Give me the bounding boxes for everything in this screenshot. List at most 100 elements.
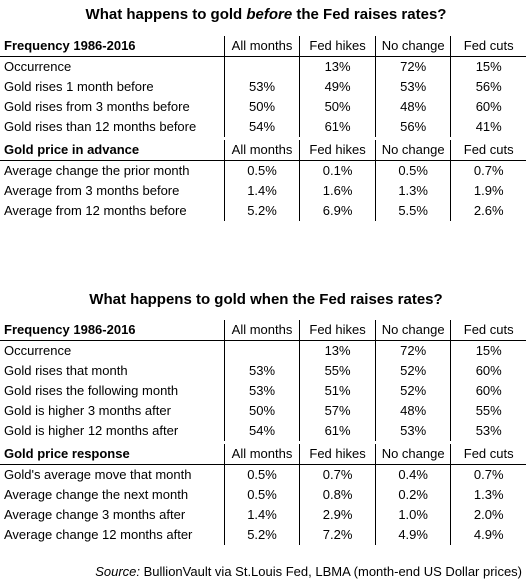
- section-header-row: Frequency 1986-2016 All months Fed hikes No…: [0, 36, 526, 57]
- table-cell: 51%: [300, 381, 376, 401]
- section-header: Gold price in advance: [0, 140, 225, 160]
- top-title-suffix: the Fed raises rates?: [292, 6, 447, 23]
- row-label: Gold rises the following month: [0, 381, 225, 401]
- table-cell: 1.3%: [473, 487, 504, 502]
- section-header: Frequency 1986-2016: [0, 320, 225, 340]
- table-cell: 7.2%: [300, 525, 376, 545]
- table-row: Average change 12 months after 5.2% 7.2% 4.…: [0, 525, 526, 545]
- top-title-prefix: What happens to gold: [85, 6, 247, 23]
- table-cell: 0.5%: [225, 465, 301, 485]
- table-cell: 4.9%: [376, 525, 452, 545]
- table-row: Gold rises than 12 months before 54% 61% 56…: [0, 117, 526, 137]
- column-header: Fed cuts: [463, 142, 514, 157]
- table-cell: 1.9%: [473, 183, 504, 198]
- row-label: Gold rises 1 month before: [0, 77, 225, 97]
- table-cell: 60%: [475, 383, 502, 398]
- row-label: Average from 12 months before: [0, 201, 225, 221]
- table-cell: 50%: [225, 401, 301, 421]
- table-cell: 15%: [475, 59, 502, 74]
- row-label: Gold's average move that month: [0, 465, 225, 485]
- table-cell: 50%: [300, 97, 376, 117]
- bottom-table-title: What happens to gold when the Fed raises…: [89, 291, 443, 308]
- table-row: Gold is higher 3 months after 50% 57% 48% 55…: [0, 401, 526, 421]
- table-cell: 53%: [225, 77, 301, 97]
- source-note: Source: BullionVault via St.Louis Fed, L…: [0, 562, 532, 582]
- section-header-row: Gold price response All months Fed hikes No…: [0, 444, 526, 465]
- table-cell: 0.2%: [376, 485, 452, 505]
- table-section: Frequency 1986-2016 All months Fed hikes No…: [0, 36, 526, 137]
- table-row: Gold rises that month 53% 55% 52% 60%: [0, 361, 526, 381]
- top-table: Frequency 1986-2016 All months Fed hikes No…: [0, 36, 526, 221]
- table-cell: 61%: [300, 117, 376, 137]
- top-title-emphasis: before: [246, 6, 293, 23]
- table-section: Gold price response All months Fed hikes No…: [0, 444, 526, 545]
- table-cell: 5.2%: [225, 525, 301, 545]
- table-cell: 57%: [300, 401, 376, 421]
- row-label: Average change the next month: [0, 485, 225, 505]
- table-cell: 53%: [376, 421, 452, 441]
- column-header: No change: [376, 320, 452, 340]
- table-section: Frequency 1986-2016 All months Fed hikes No…: [0, 320, 526, 441]
- table-cell: 1.4%: [225, 181, 301, 201]
- table-cell: 54%: [225, 117, 301, 137]
- table-row: Gold is higher 12 months after 54% 61% 53% 5…: [0, 421, 526, 441]
- row-label: Average from 3 months before: [0, 181, 225, 201]
- table-cell: 49%: [300, 77, 376, 97]
- table-cell: 5.2%: [225, 201, 301, 221]
- table-row: Gold rises 1 month before 53% 49% 53% 56%: [0, 77, 526, 97]
- section-header: Frequency 1986-2016: [0, 36, 225, 56]
- table-cell: 53%: [225, 381, 301, 401]
- table-cell: 55%: [300, 361, 376, 381]
- column-header: Fed hikes: [300, 140, 376, 160]
- column-header: No change: [376, 140, 452, 160]
- section-header: Gold price response: [0, 444, 225, 464]
- table-cell: 41%: [475, 119, 502, 134]
- source-label: Source:: [95, 564, 141, 579]
- table-row: Average from 3 months before 1.4% 1.6% 1.3%…: [0, 181, 526, 201]
- top-table-title: What happens to gold before the Fed rais…: [0, 5, 532, 25]
- row-label: Gold rises from 3 months before: [0, 97, 225, 117]
- column-header: Fed cuts: [463, 322, 514, 337]
- column-header: All months: [225, 140, 301, 160]
- table-row: Occurrence 13% 72% 15%: [0, 57, 526, 77]
- column-header: Fed cuts: [463, 446, 514, 461]
- table-cell: 52%: [376, 381, 452, 401]
- table-cell: 0.7%: [473, 467, 504, 482]
- table-cell: 56%: [376, 117, 452, 137]
- column-header: No change: [376, 36, 452, 56]
- column-header: Fed hikes: [300, 444, 376, 464]
- table-cell: 53%: [376, 77, 452, 97]
- table-cell: [225, 57, 301, 77]
- section-header-row: Frequency 1986-2016 All months Fed hikes No…: [0, 320, 526, 341]
- table-cell: 72%: [376, 57, 452, 77]
- row-label: Gold rises that month: [0, 361, 225, 381]
- table-row: Occurrence 13% 72% 15%: [0, 341, 526, 361]
- table-cell: 60%: [475, 99, 502, 114]
- table-cell: 50%: [225, 97, 301, 117]
- table-cell: 15%: [475, 343, 502, 358]
- table-cell: 0.4%: [376, 465, 452, 485]
- table-cell: 2.9%: [300, 505, 376, 525]
- table-cell: 2.6%: [473, 203, 504, 218]
- table-cell: 56%: [475, 79, 502, 94]
- table-cell: 0.8%: [300, 485, 376, 505]
- source-text: BullionVault via St.Louis Fed, LBMA (mon…: [140, 564, 522, 579]
- table-cell: 13%: [300, 57, 376, 77]
- row-label: Average change 3 months after: [0, 505, 225, 525]
- column-header: No change: [376, 444, 452, 464]
- table-row: Average from 12 months before 5.2% 6.9% 5.5…: [0, 201, 526, 221]
- table-cell: 13%: [300, 341, 376, 361]
- column-header: Fed cuts: [463, 38, 514, 53]
- table-cell: 1.6%: [300, 181, 376, 201]
- column-header: All months: [225, 444, 301, 464]
- table-cell: 48%: [376, 97, 452, 117]
- table-cell: [225, 341, 301, 361]
- table-cell: 53%: [475, 423, 502, 438]
- bottom-table: Frequency 1986-2016 All months Fed hikes No…: [0, 320, 526, 545]
- row-label: Occurrence: [0, 57, 225, 77]
- table-row: Average change the next month 0.5% 0.8% 0.2…: [0, 485, 526, 505]
- row-label: Average change the prior month: [0, 161, 225, 181]
- row-label: Gold is higher 12 months after: [0, 421, 225, 441]
- row-label: Average change 12 months after: [0, 525, 225, 545]
- row-label: Gold is higher 3 months after: [0, 401, 225, 421]
